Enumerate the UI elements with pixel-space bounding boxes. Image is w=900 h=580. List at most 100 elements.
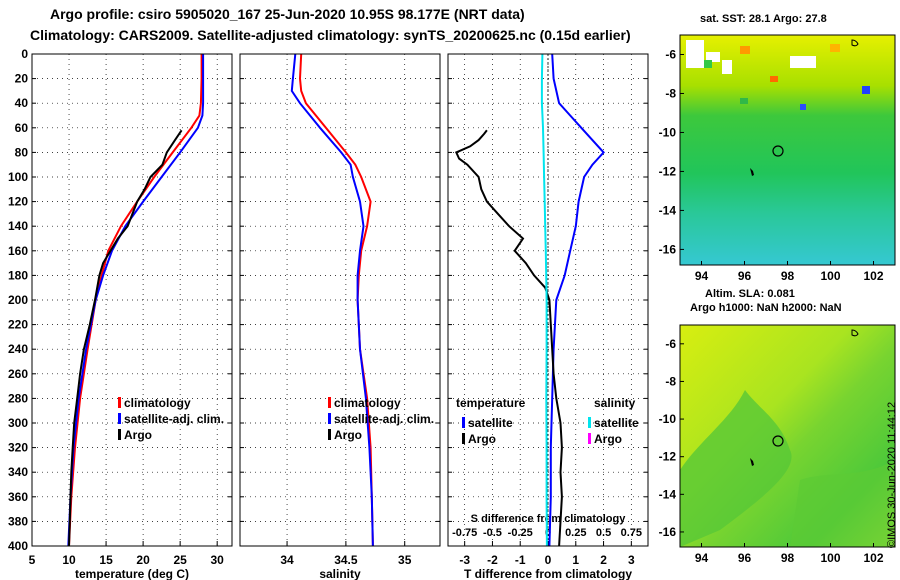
sst-pixel [830,44,840,52]
y-tick-label: 60 [15,121,29,135]
legend-label: climatology [334,396,401,410]
map-x-tick-label: 100 [820,551,840,565]
x-tick-label: 30 [211,553,225,567]
y-tick-label: 360 [8,490,28,504]
map-y-tick-label: -6 [665,47,676,61]
y-tick-label: 20 [15,72,29,86]
map-x-tick-label: 100 [820,269,840,283]
series-line-temperature-satellite [548,53,605,547]
map-y-tick-label: -14 [659,487,677,501]
y-tick-label: 160 [8,244,28,258]
map-x-tick-label: 96 [738,269,752,283]
y-tick-label: 140 [8,219,28,233]
y-tick-label: 40 [15,96,29,110]
y-tick-label: 260 [8,367,28,381]
sst-cloud-gap [790,56,816,68]
legend-swatch [328,413,331,424]
legend-label: satellite-adj. clim. [334,412,434,426]
map-y-tick-label: -12 [659,164,677,178]
sst-pixel [740,98,748,104]
imos-credit: ©IMOS 30-Jun-2020 11:44:12 [886,401,898,548]
map-y-tick-label: -8 [665,86,676,100]
sst-pixel [800,104,806,110]
legend-label: satellite [468,416,513,430]
series-line-salinity-satellite [540,53,548,547]
map-x-tick-label: 96 [738,551,752,565]
island-icon [851,329,859,337]
sst-field [680,35,895,265]
map-x-tick-label: 102 [863,269,883,283]
series-line-argo [68,129,183,547]
legend-swatch [328,429,331,440]
map-y-tick-label: -16 [659,525,677,539]
panel-frame [31,53,233,547]
legend-label: Argo [594,432,622,446]
temperature-panel: 5 10 15 20 25 30 temperature (deg C) 0 20 40 60 80 1… [8,47,233,580]
sla-map: 94 96 98 100 102 -6 -8 -10 -12 -14 -16 [659,324,896,565]
legend-label: Argo [468,432,496,446]
island-icon [750,458,754,466]
map-y-tick-label: -16 [659,242,677,256]
legend-swatch [462,417,465,428]
x-top-axis-label: S difference from climatology [471,513,627,525]
sst-cloud-gap [722,60,732,74]
sst-pixel [740,46,750,54]
x-tick-label: 25 [173,553,187,567]
sst-map-title: sat. SST: 28.1 Argo: 27.8 [700,13,827,25]
x-top-tick-label: 0.25 [565,527,586,539]
map-y-tick-label: -10 [659,125,677,139]
x-top-tick-label: 0.75 [621,527,642,539]
x-top-tick-label: -0.5 [483,527,502,539]
sst-pixel [704,60,712,68]
argo-float-marker [772,435,784,447]
map-y-tick-label: -6 [665,337,676,351]
y-tick-label: 80 [15,145,29,159]
legend-label: satellite [594,416,639,430]
sla-low-region [680,390,792,547]
x-tick-label: 35 [398,553,412,567]
x-tick-label: 3 [628,553,635,567]
series-line-climatology [298,53,374,547]
x-top-tick-label: 0 [545,527,551,539]
panel-frame [447,53,649,547]
legend-header-salinity: salinity [594,396,636,410]
y-tick-label: 300 [8,416,28,430]
series-line-satellite-adj-clim- [290,53,374,547]
x-axis-label: T difference from climatology [464,567,632,580]
legend-label: Argo [334,428,362,442]
x-top-tick-label: -0.75 [452,527,477,539]
map-x-tick-label: 98 [781,269,795,283]
x-tick-label: 2 [600,553,607,567]
x-tick-label: 20 [136,553,150,567]
legend-label: climatology [124,396,191,410]
y-tick-label: 200 [8,293,28,307]
x-tick-label: 34 [280,553,294,567]
figure-title-line1: Argo profile: csiro 5905020_167 25-Jun-2… [50,6,525,22]
y-tick-label: 400 [8,539,28,553]
x-tick-label: 5 [29,553,36,567]
sla-map-title-line1: Altim. SLA: 0.081 [705,288,795,300]
x-top-tick-label: 0.5 [596,527,611,539]
map-y-tick-label: -12 [659,450,677,464]
map-x-tick-label: 94 [695,269,709,283]
legend-swatch [328,397,331,408]
island-icon [750,168,754,176]
x-tick-label: 34.5 [334,553,358,567]
y-tick-label: 0 [21,47,28,61]
y-tick-label: 320 [8,441,28,455]
legend-swatch [462,433,465,444]
map-x-tick-label: 102 [863,551,883,565]
x-tick-label: -1 [515,553,526,567]
x-tick-label: 1 [572,553,579,567]
legend-swatch [118,429,121,440]
x-top-tick-label: -0.25 [508,527,533,539]
y-tick-label: 180 [8,268,28,282]
sst-map: 94 96 98 100 102 -6 -8 -10 -12 -14 -16 [659,34,896,283]
legend-label: satellite-adj. clim. [124,412,224,426]
sla-low-region [790,460,895,547]
y-tick-label: 120 [8,195,28,209]
y-tick-label: 240 [8,342,28,356]
x-axis-label: salinity [319,567,361,580]
map-y-tick-label: -14 [659,203,677,217]
